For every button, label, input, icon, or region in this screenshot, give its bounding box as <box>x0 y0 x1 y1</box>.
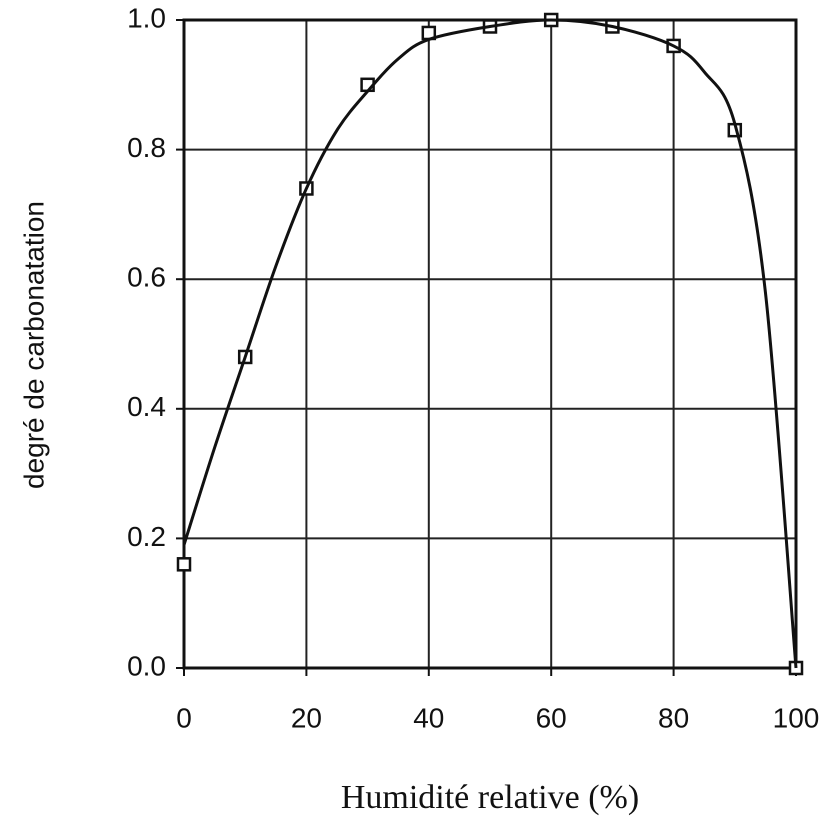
x-tick-label: 60 <box>536 702 567 733</box>
x-tick-label: 80 <box>658 702 689 733</box>
y-axis-label: degré de carbonatation <box>18 201 49 489</box>
y-tick-label: 0.4 <box>127 391 166 422</box>
x-tick-label: 100 <box>773 702 820 733</box>
y-tick-label: 0.8 <box>127 132 166 163</box>
data-point <box>176 557 192 572</box>
x-tick-label: 40 <box>413 702 444 733</box>
y-tick-label: 0.0 <box>127 650 166 681</box>
x-tick-label: 20 <box>291 702 322 733</box>
plot-frame <box>182 18 798 670</box>
y-tick-label: 0.6 <box>127 262 166 293</box>
y-tick-label: 1.0 <box>127 2 166 33</box>
y-tick-label: 0.2 <box>127 521 166 552</box>
fit-curve <box>182 18 798 669</box>
x-axis-label: Humidité relative (%) <box>341 779 639 816</box>
x-tick-label: 0 <box>176 702 192 733</box>
